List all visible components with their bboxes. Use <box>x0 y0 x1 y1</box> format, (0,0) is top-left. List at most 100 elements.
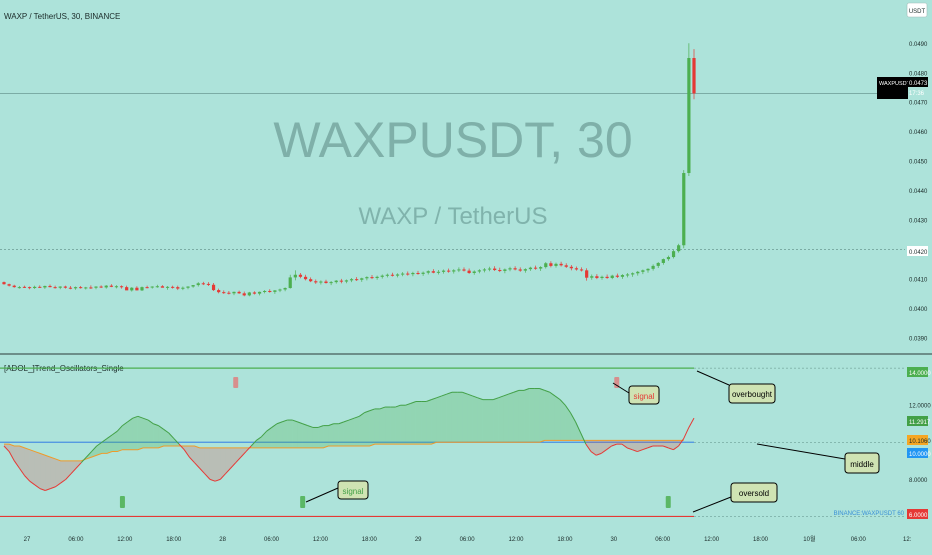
bear-fill <box>611 440 617 446</box>
time-tick-label: 18:00 <box>166 537 182 543</box>
candle-body <box>687 58 691 174</box>
candle-body <box>677 245 681 252</box>
oscillator-segment <box>508 391 514 395</box>
oscillator-segment <box>467 393 473 397</box>
bull-fill <box>266 427 272 448</box>
currency-button[interactable]: USDT <box>906 2 928 18</box>
oscillator-segment <box>45 488 51 491</box>
last-price-value: 0.0473 <box>909 81 928 87</box>
bull-fill <box>446 392 452 443</box>
time-axis[interactable]: 27 06:00 12:00 18:00 28 06:00 12:00 18:00 29 06:0… <box>24 535 912 543</box>
oscillator-segment <box>642 447 648 451</box>
bull-fill <box>292 420 298 448</box>
candle-body <box>176 287 180 289</box>
candle-body <box>579 269 584 271</box>
candle-body <box>33 286 37 289</box>
bull-fill <box>513 390 519 443</box>
candle-body <box>390 274 395 276</box>
symbol-title: WAXP / TetherUS, 30, BINANCE <box>4 12 120 21</box>
candle-body <box>242 293 246 296</box>
oscillator-segment <box>601 449 607 454</box>
oscillator-segment <box>369 408 375 412</box>
candle-body <box>314 281 318 283</box>
time-tick-label: 12:00 <box>508 537 524 543</box>
candle-body <box>462 269 466 271</box>
candle-body <box>237 291 241 294</box>
bull-fill <box>148 420 154 448</box>
annotation-oversold: oversold <box>692 482 778 513</box>
candle-body <box>615 275 619 277</box>
bull-fill <box>369 408 375 446</box>
candle-body <box>513 268 517 270</box>
candle-body <box>631 273 635 275</box>
candle-body <box>539 267 543 269</box>
bull-fill <box>287 420 293 448</box>
annotation-text: overbought <box>732 390 773 399</box>
oscillator-segment <box>575 421 582 434</box>
candle-body <box>447 270 451 272</box>
oscillator-segment <box>19 467 26 476</box>
oscillator-segment <box>147 419 154 425</box>
bear-fill <box>220 447 226 480</box>
bear-fill <box>194 445 200 469</box>
oscillator-segment <box>637 449 643 453</box>
oscillator-segment <box>493 397 499 401</box>
oscillator-segment <box>158 425 164 430</box>
candle-body <box>309 279 313 282</box>
time-tick-label: 29 <box>415 537 422 543</box>
bull-fill <box>488 399 494 443</box>
oscillator-segment <box>266 427 273 432</box>
currency-button-label[interactable]: USDT <box>909 9 926 15</box>
oscillator-segment <box>647 445 653 449</box>
oscillator-segment <box>292 419 298 423</box>
oscillator-segment <box>606 445 612 451</box>
time-tick-label: 06:00 <box>68 537 84 543</box>
candle-body <box>395 274 400 276</box>
buy-signal-marker <box>119 496 125 508</box>
oscillator-segment <box>626 447 633 451</box>
annotation-box <box>728 383 776 404</box>
candle-body <box>125 287 129 291</box>
annotation-signal-bottom: signal <box>305 480 369 503</box>
indicator-value-tags: 14.0000 11.2917 10.1060 10.0000 6.0000 B… <box>834 367 931 519</box>
oscillator-segment <box>86 451 92 458</box>
bull-fill <box>467 394 473 443</box>
bear-fill <box>14 445 20 469</box>
bull-fill <box>390 407 396 445</box>
candle-body <box>498 270 502 272</box>
annotation-pointer <box>692 496 732 513</box>
oscillator-segment <box>225 467 231 475</box>
oscillator-segment <box>153 423 159 427</box>
bull-fill <box>168 433 174 446</box>
oscillator-segment <box>328 423 334 427</box>
candle-body <box>339 280 343 282</box>
last-price-tag-bg <box>877 77 908 99</box>
bull-fill <box>462 392 468 443</box>
oscillator-segment <box>24 475 31 482</box>
candle-body <box>441 270 446 272</box>
oscillator-segment <box>96 441 103 447</box>
bull-fill <box>312 427 319 448</box>
candle-body <box>186 286 190 288</box>
bear-fill <box>591 440 597 456</box>
bear-fill <box>55 458 61 487</box>
currency-button-bg[interactable] <box>906 2 928 18</box>
oscillator-segment <box>498 395 504 399</box>
oscillator-segment <box>580 432 587 445</box>
oscillator-segment <box>544 389 550 393</box>
bull-fill <box>518 390 525 443</box>
bull-fill <box>405 403 411 445</box>
oscillator-segment <box>13 460 20 469</box>
oscillator-tag: 11.2917 <box>909 420 931 426</box>
overbought-tag: 14.0000 <box>909 371 931 377</box>
candle-body <box>472 271 476 273</box>
bear-fill <box>637 440 643 452</box>
buy-signal-marker <box>300 496 306 508</box>
candle-body <box>355 279 359 281</box>
bear-fill <box>668 440 674 450</box>
candle-body <box>487 268 492 270</box>
indicator-tick-label: 8.0000 <box>909 478 928 484</box>
candle-body <box>360 278 364 280</box>
time-tick-label: 30 <box>610 537 617 543</box>
